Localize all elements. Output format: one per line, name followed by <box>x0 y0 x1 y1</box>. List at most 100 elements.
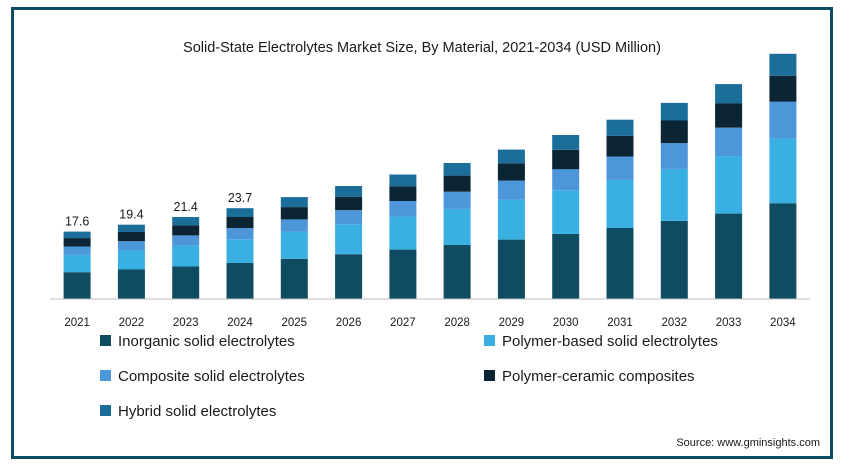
bar-segment-2021-series-1 <box>63 272 91 299</box>
x-tick-label: 2023 <box>173 317 199 329</box>
bar-segment-2027-series-1 <box>389 249 417 299</box>
bars-group <box>63 53 797 299</box>
chart-frame: Solid-State Electrolytes Market Size, By… <box>11 7 833 459</box>
bar-segment-2026-series-1 <box>335 254 363 299</box>
bar-segment-2029-series-5 <box>497 149 525 164</box>
bar-segment-2028-series-1 <box>443 245 471 299</box>
bar-segment-2029-series-2 <box>497 199 525 240</box>
bar-segment-2025-series-4 <box>280 207 308 220</box>
bar-segment-2025-series-2 <box>280 232 308 259</box>
x-tick-label: 2028 <box>444 317 470 329</box>
bar-segment-2023-series-3 <box>172 235 200 246</box>
x-tick-label: 2027 <box>390 317 416 329</box>
x-tick-label: 2021 <box>64 317 90 329</box>
bar-segment-2023-series-4 <box>172 225 200 236</box>
bar-segment-2029-series-3 <box>497 180 525 200</box>
legend-label: Composite solid electrolytes <box>118 368 305 385</box>
bar-segment-2021-series-2 <box>63 254 91 273</box>
bar-segment-2031-series-1 <box>606 227 634 299</box>
bar-segment-2034-series-4 <box>769 75 797 102</box>
bar-segment-2029-series-1 <box>497 239 525 299</box>
x-tick-label: 2022 <box>119 317 145 329</box>
bar-segment-2033-series-4 <box>715 103 743 128</box>
x-tick-label: 2034 <box>770 317 796 329</box>
data-labels: 17.6 19.4 21.4 23.7 <box>65 191 252 228</box>
bar-segment-2032-series-5 <box>660 102 688 121</box>
bar-segment-2025-series-1 <box>280 258 308 299</box>
bar-segment-2024-series-5 <box>226 208 254 217</box>
bar-segment-2026-series-5 <box>335 186 363 197</box>
bar-segment-2021-series-5 <box>63 231 91 239</box>
bar-segment-2031-series-3 <box>606 156 634 180</box>
bar-segment-2026-series-3 <box>335 210 363 225</box>
x-tick-label: 2031 <box>607 317 633 329</box>
bar-segment-2022-series-4 <box>117 232 145 242</box>
bar-segment-2021-series-3 <box>63 246 91 255</box>
bar-segment-2027-series-4 <box>389 186 417 201</box>
bar-segment-2023-series-1 <box>172 266 200 299</box>
bar-segment-2030-series-2 <box>552 190 580 234</box>
source-note: Source: www.gminsights.com <box>676 437 820 449</box>
bar-segment-2031-series-2 <box>606 179 634 228</box>
bar-segment-2032-series-3 <box>660 143 688 169</box>
bar-segment-2024-series-4 <box>226 217 254 229</box>
data-label: 19.4 <box>119 208 143 222</box>
bar-segment-2022-series-5 <box>117 224 145 232</box>
x-tick-label: 2025 <box>281 317 307 329</box>
x-tick-label: 2032 <box>661 317 687 329</box>
legend-swatch <box>100 405 111 416</box>
legend: Inorganic solid electrolytes Polymer-base… <box>100 333 718 420</box>
bar-segment-2034-series-3 <box>769 101 797 139</box>
bar-segment-2031-series-4 <box>606 135 634 157</box>
x-tick-labels: 2021 2022 2023 2024 2025 2026 2027 2028 2029 2030… <box>64 317 796 329</box>
bar-segment-2028-series-2 <box>443 209 471 245</box>
bar-segment-2030-series-5 <box>552 135 580 150</box>
legend-swatch <box>100 335 111 346</box>
data-label: 21.4 <box>174 200 198 214</box>
legend-label: Polymer-based solid electrolytes <box>502 333 718 350</box>
legend-label: Polymer-ceramic composites <box>502 368 695 385</box>
bar-segment-2023-series-5 <box>172 217 200 226</box>
bar-segment-2022-series-3 <box>117 241 145 251</box>
bar-segment-2025-series-5 <box>280 197 308 208</box>
bar-segment-2024-series-3 <box>226 228 254 240</box>
bar-segment-2027-series-2 <box>389 216 417 250</box>
x-tick-label: 2024 <box>227 317 253 329</box>
bar-segment-2029-series-4 <box>497 163 525 181</box>
bar-segment-2030-series-4 <box>552 150 580 170</box>
legend-label: Inorganic solid electrolytes <box>118 333 295 350</box>
legend-swatch <box>484 370 495 381</box>
bar-segment-2033-series-1 <box>715 213 743 299</box>
bar-segment-2034-series-5 <box>769 53 797 76</box>
x-tick-label: 2026 <box>336 317 362 329</box>
bar-segment-2031-series-5 <box>606 119 634 136</box>
data-label: 17.6 <box>65 215 89 229</box>
bar-segment-2034-series-2 <box>769 138 797 204</box>
bar-segment-2030-series-1 <box>552 233 580 299</box>
bar-segment-2021-series-4 <box>63 238 91 247</box>
bar-segment-2033-series-5 <box>715 84 743 104</box>
bar-segment-2032-series-4 <box>660 120 688 144</box>
data-label: 23.7 <box>228 191 252 205</box>
x-tick-label: 2033 <box>716 317 742 329</box>
bar-segment-2026-series-2 <box>335 224 363 255</box>
bar-segment-2028-series-5 <box>443 163 471 176</box>
bar-segment-2033-series-3 <box>715 127 743 157</box>
chart-canvas: Solid-State Electrolytes Market Size, By… <box>50 40 820 449</box>
bar-segment-2026-series-4 <box>335 196 363 211</box>
bar-segment-2022-series-1 <box>117 269 145 299</box>
bar-segment-2024-series-2 <box>226 239 254 263</box>
bar-segment-2028-series-3 <box>443 191 471 209</box>
legend-label: Hybrid solid electrolytes <box>118 403 276 420</box>
bar-segment-2022-series-2 <box>117 250 145 270</box>
bar-segment-2025-series-3 <box>280 219 308 232</box>
bar-segment-2027-series-3 <box>389 200 417 217</box>
legend-swatch <box>100 370 111 381</box>
chart-title: Solid-State Electrolytes Market Size, By… <box>183 40 661 56</box>
bar-segment-2032-series-2 <box>660 168 688 221</box>
bar-segment-2034-series-1 <box>769 203 797 299</box>
bar-segment-2024-series-1 <box>226 263 254 299</box>
x-tick-label: 2030 <box>553 317 579 329</box>
bar-segment-2033-series-2 <box>715 156 743 214</box>
x-tick-label: 2029 <box>499 317 525 329</box>
